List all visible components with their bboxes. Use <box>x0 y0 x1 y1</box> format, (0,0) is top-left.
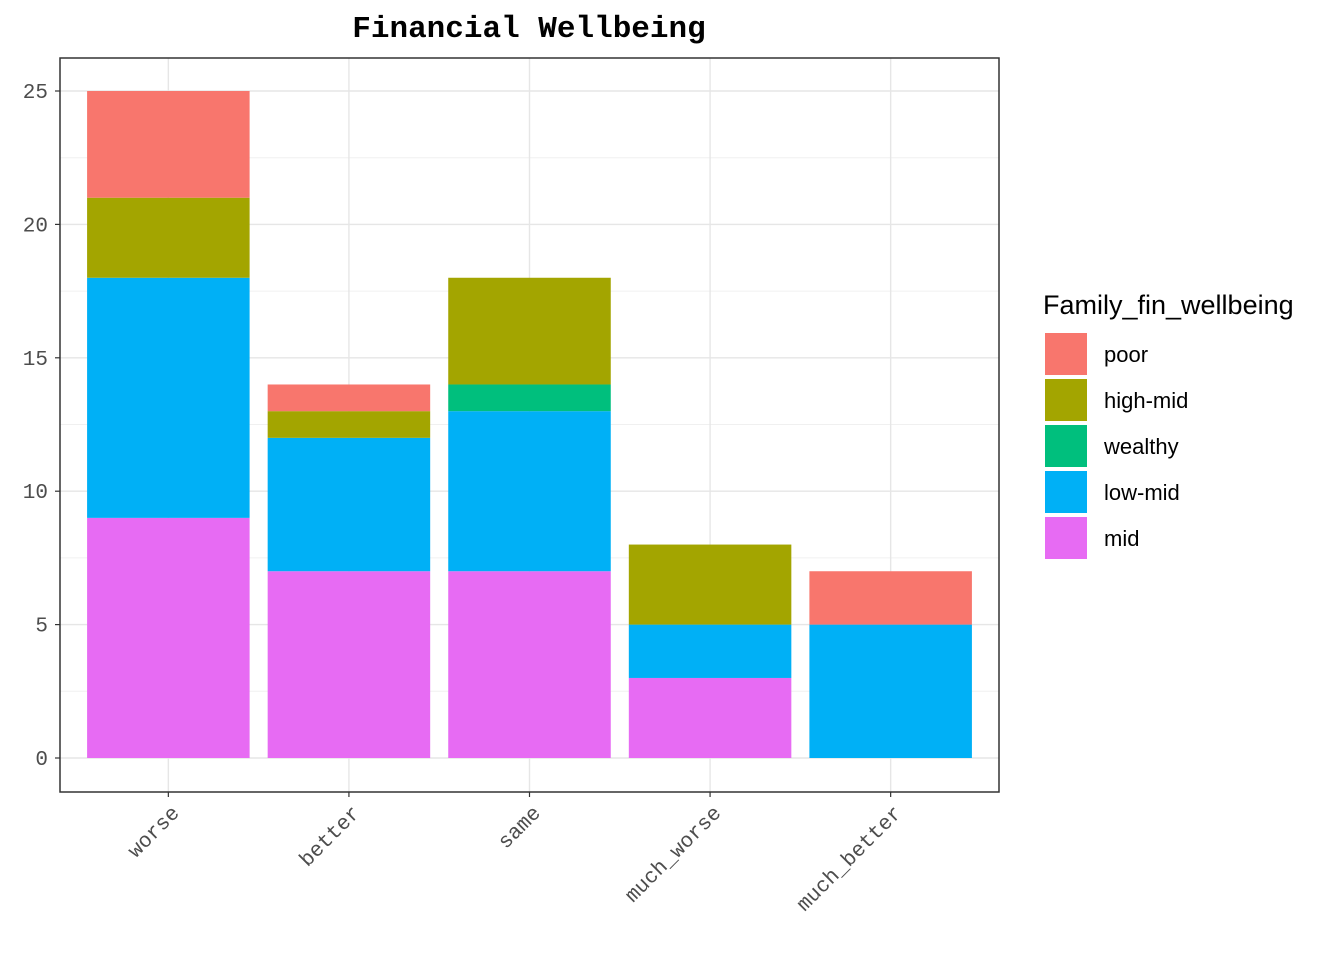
bar-segment-same-wealthy <box>448 384 611 412</box>
bars <box>87 91 972 758</box>
bar-segment-much_better-low-mid <box>809 624 972 758</box>
x-tick-label: better <box>296 803 366 873</box>
x-tick-label: worse <box>124 803 185 864</box>
y-tick-label: 0 <box>35 749 48 772</box>
legend-title: Family_fin_wellbeing <box>1043 290 1294 320</box>
bar-segment-worse-low-mid <box>87 277 250 518</box>
legend-key-wealthy <box>1045 425 1087 467</box>
x-axis: worse better same much_worse much_better <box>124 792 908 917</box>
y-tick-label: 20 <box>23 215 48 238</box>
bar-segment-better-mid <box>267 571 431 758</box>
y-axis: 0 5 10 15 20 25 <box>23 82 60 772</box>
bar-segment-worse-poor <box>87 91 250 198</box>
bar-segment-worse-high-mid <box>87 197 250 278</box>
x-tick-label: much_better <box>793 803 907 917</box>
x-tick-label: same <box>495 803 547 855</box>
bar-segment-much_better-poor <box>809 571 972 625</box>
bar-segment-better-high-mid <box>267 411 431 438</box>
legend-label-high-mid: high-mid <box>1104 388 1188 413</box>
bar-segment-much_worse-high-mid <box>628 544 792 625</box>
y-tick-label: 25 <box>23 82 48 105</box>
bar-segment-same-low-mid <box>448 411 611 572</box>
y-tick-label: 15 <box>23 349 48 372</box>
bar-segment-same-high-mid <box>448 277 611 385</box>
bar-segment-much_worse-mid <box>628 677 792 758</box>
legend-label-mid: mid <box>1104 526 1139 551</box>
legend-key-mid <box>1045 517 1087 559</box>
y-tick-label: 5 <box>35 616 48 639</box>
legend-key-high-mid <box>1045 379 1087 421</box>
y-tick-label: 10 <box>23 482 48 505</box>
bar-segment-same-mid <box>448 571 611 758</box>
legend-label-low-mid: low-mid <box>1104 480 1180 505</box>
chart-title: Financial Wellbeing <box>352 12 705 47</box>
bar-segment-worse-mid <box>87 517 250 758</box>
legend-key-low-mid <box>1045 471 1087 513</box>
legend: Family_fin_wellbeing poor high-mid wealthy… <box>1043 290 1294 559</box>
bar-segment-better-poor <box>267 384 431 412</box>
legend-label-poor: poor <box>1104 342 1148 367</box>
legend-key-poor <box>1045 333 1087 375</box>
legend-label-wealthy: wealthy <box>1103 434 1179 459</box>
x-tick-label: much_worse <box>622 803 727 908</box>
bar-segment-better-low-mid <box>267 437 431 572</box>
bar-segment-much_worse-low-mid <box>628 624 792 678</box>
